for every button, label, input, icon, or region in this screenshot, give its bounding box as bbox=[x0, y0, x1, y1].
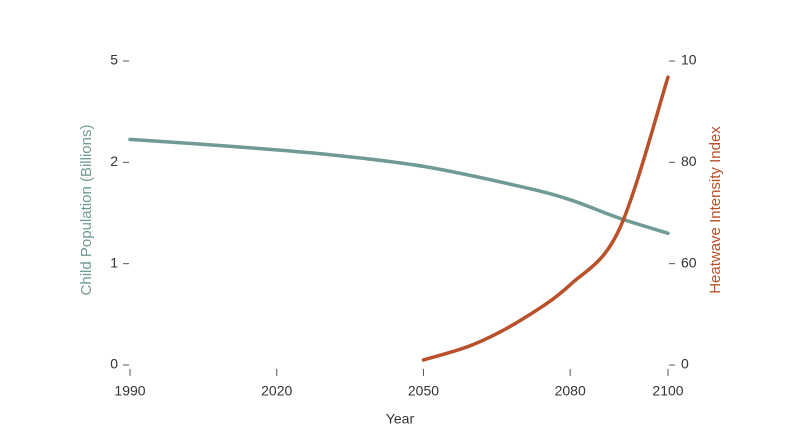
x-tick-label: 2050 bbox=[408, 383, 439, 399]
x-tick-label: 2080 bbox=[555, 383, 586, 399]
y2-tick-label: 10 bbox=[681, 52, 697, 68]
x-tick-label: 1990 bbox=[114, 383, 145, 399]
y-tick-label: 2 bbox=[110, 153, 118, 169]
y2-axis-title: Heatwave Intensity Index bbox=[707, 126, 724, 294]
x-tick-label: 2020 bbox=[261, 383, 292, 399]
y2-tick-label: 60 bbox=[681, 254, 697, 270]
y-tick-label: 1 bbox=[110, 254, 118, 270]
y2-tick-label: 80 bbox=[681, 153, 697, 169]
y-tick-label: 0 bbox=[110, 356, 118, 372]
y-axis-title: Child Population (Billions) bbox=[78, 125, 95, 296]
x-axis-title: Year bbox=[386, 411, 415, 427]
series-line bbox=[421, 75, 670, 362]
series-line bbox=[128, 137, 670, 236]
y-tick-label: 5 bbox=[110, 52, 118, 68]
y2-tick-label: 0 bbox=[681, 356, 689, 372]
x-tick-label: 2100 bbox=[652, 383, 683, 399]
